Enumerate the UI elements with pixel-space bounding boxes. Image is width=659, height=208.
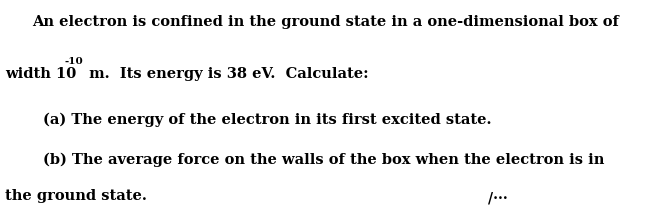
Text: -10: -10 <box>65 57 83 66</box>
Text: (b) The average force on the walls of the box when the electron is in: (b) The average force on the walls of th… <box>43 153 604 167</box>
Text: /···: /··· <box>488 192 507 206</box>
Text: width 10: width 10 <box>5 67 76 80</box>
Text: (a) The energy of the electron in its first excited state.: (a) The energy of the electron in its fi… <box>43 112 492 127</box>
Text: m.  Its energy is 38 eV.  Calculate:: m. Its energy is 38 eV. Calculate: <box>84 67 368 80</box>
Text: the ground state.: the ground state. <box>5 189 147 203</box>
Text: An electron is confined in the ground state in a one-dimensional box of: An electron is confined in the ground st… <box>32 15 619 28</box>
